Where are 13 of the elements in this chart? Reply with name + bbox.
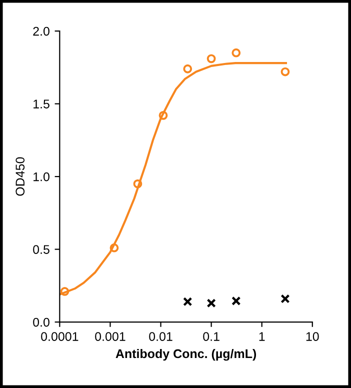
- x-axis-title: Antibody Conc. (µg/mL): [116, 348, 256, 361]
- y-tick-label: 1.5: [34, 100, 50, 108]
- x-tick-label: 0.01: [149, 332, 172, 341]
- y-axis-title: OD450: [16, 157, 25, 196]
- x-tick-label: 0.1: [203, 332, 220, 341]
- y-tick-label: 1.0: [34, 172, 50, 182]
- x-tick-label: 0.001: [95, 332, 126, 341]
- y-tick-label: 2.0: [33, 26, 50, 36]
- x-tick-label: 10: [306, 332, 319, 341]
- y-tick-label: 0.5: [33, 245, 50, 254]
- x-tick-label: 0.0001: [41, 332, 78, 341]
- y-tick-label: 0.0: [33, 318, 50, 327]
- x-tick-label: 1: [259, 332, 265, 341]
